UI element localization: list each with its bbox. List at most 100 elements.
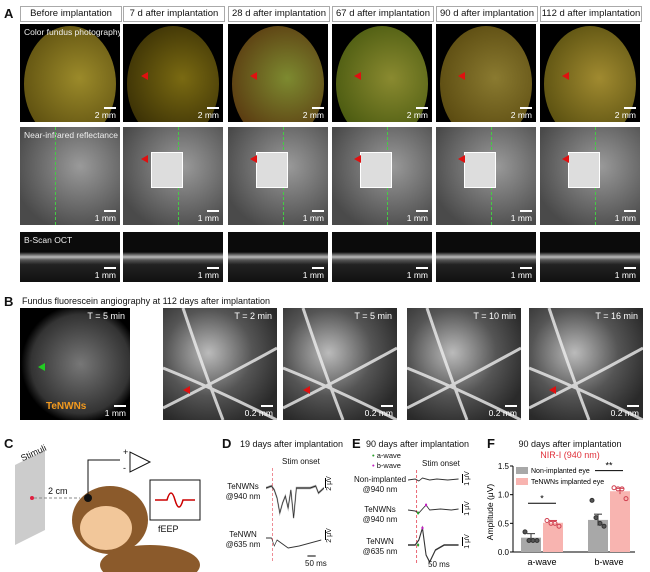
scale-bar: 1 mm bbox=[95, 210, 116, 223]
panel-e-label: E bbox=[352, 436, 361, 451]
scale-bar: 1 mm bbox=[407, 210, 428, 223]
data-point bbox=[615, 486, 621, 492]
ffa-zoom-image: T = 16 min 0.2 mm bbox=[529, 308, 643, 420]
oct-image: 1 mm bbox=[123, 232, 223, 282]
red-arrow-icon bbox=[354, 72, 361, 80]
ffa-zoom-image: T = 2 min 0.2 mm bbox=[163, 308, 277, 420]
plus-label: + bbox=[123, 447, 129, 457]
data-point bbox=[623, 496, 629, 502]
ffa-overview-image: T = 5 min TeNWNs 1 mm bbox=[20, 308, 130, 420]
d-scale-2: 2 μV bbox=[325, 528, 333, 543]
panel-d-label: D bbox=[222, 436, 232, 451]
e-trace-2-label: TeNWNs @940 nm bbox=[362, 505, 398, 524]
panel-c-label: C bbox=[4, 436, 14, 451]
scale-bar: 1 mm bbox=[198, 210, 219, 223]
red-arrow-icon bbox=[303, 386, 310, 394]
scale-bar: 1 mm bbox=[511, 210, 532, 223]
nir-image: 1 mm bbox=[540, 127, 640, 225]
d-trace-1-label: TeNWNs @940 nm bbox=[225, 482, 261, 501]
scale-bar: 1 mm bbox=[511, 267, 532, 280]
e-scale-bar-3 bbox=[462, 537, 463, 546]
legend-label: TeNWNs implanted eye bbox=[531, 479, 604, 486]
scale-bar: 1 mm bbox=[95, 267, 116, 280]
scale-bar: 2 mm bbox=[407, 107, 428, 120]
scale-bar: 1 mm bbox=[615, 210, 636, 223]
data-point bbox=[526, 538, 532, 544]
y-tick-label: 0.0 bbox=[498, 548, 510, 557]
panel-d-traces bbox=[266, 468, 324, 563]
nir-image: 1 mm bbox=[332, 127, 432, 225]
feep-label: fEEP bbox=[158, 524, 179, 534]
panel-a-label: A bbox=[4, 6, 14, 21]
fundus-image: Color fundus photography 2 mm bbox=[20, 24, 120, 122]
stim-onset-label: Stim onset bbox=[282, 457, 320, 466]
bar bbox=[610, 491, 630, 552]
scale-bar: 1 mm bbox=[105, 405, 126, 418]
oct-image: 1 mm bbox=[332, 232, 432, 282]
data-point bbox=[552, 520, 558, 526]
e-trace-1-label: Non-implanted @940 nm bbox=[353, 475, 407, 494]
scale-bar: 0.2 mm bbox=[365, 405, 393, 418]
panel-f-label: F bbox=[487, 436, 495, 451]
d-scale-bar-2 bbox=[325, 530, 326, 540]
scale-bar: 0.2 mm bbox=[611, 405, 639, 418]
legend-swatch bbox=[516, 478, 528, 485]
scale-bar: 2 mm bbox=[511, 107, 532, 120]
data-point bbox=[530, 538, 536, 544]
d-trace-2-label: TeNWN @635 nm bbox=[225, 530, 261, 549]
red-arrow-icon bbox=[141, 72, 148, 80]
bar bbox=[543, 522, 563, 552]
column-header: 28 d after implantation bbox=[228, 6, 330, 22]
d-scale-1: 2 μV bbox=[325, 476, 333, 491]
red-arrow-icon bbox=[458, 155, 465, 163]
scale-bar: 2 mm bbox=[303, 107, 324, 120]
fundus-image: 2 mm bbox=[436, 24, 536, 122]
e-scale-bar-1 bbox=[462, 474, 463, 483]
row-label: Near-infrared reflectance bbox=[24, 130, 119, 140]
d-scale-bar-1 bbox=[325, 478, 326, 488]
data-point bbox=[597, 520, 603, 526]
scale-bar: 1 mm bbox=[407, 267, 428, 280]
red-arrow-icon bbox=[183, 386, 190, 394]
red-arrow-icon bbox=[141, 155, 148, 163]
nir-image: 1 mm bbox=[228, 127, 328, 225]
tenwns-marker-label: TeNWNs bbox=[46, 401, 87, 412]
column-header: 112 d after implantation bbox=[540, 6, 642, 22]
scale-bar: 1 mm bbox=[615, 267, 636, 280]
time-label: T = 16 min bbox=[595, 311, 638, 321]
e-scale-2: 1 μV bbox=[463, 501, 471, 516]
red-arrow-icon bbox=[250, 72, 257, 80]
e-scale-3: 1 μV bbox=[463, 534, 471, 549]
data-point bbox=[619, 486, 625, 492]
data-point bbox=[534, 538, 540, 544]
time-label: T = 2 min bbox=[234, 311, 272, 321]
scale-bar: 0.2 mm bbox=[489, 405, 517, 418]
y-tick-label: 1.0 bbox=[498, 491, 510, 500]
time-label: T = 10 min bbox=[473, 311, 516, 321]
time-label: T = 5 min bbox=[87, 311, 125, 321]
data-point bbox=[589, 497, 595, 503]
ffa-zoom-image: T = 5 min 0.2 mm bbox=[283, 308, 397, 420]
red-arrow-icon bbox=[354, 155, 361, 163]
time-label: T = 5 min bbox=[354, 311, 392, 321]
scale-bar: 0.2 mm bbox=[245, 405, 273, 418]
scale-bar: 1 mm bbox=[303, 267, 324, 280]
fundus-image: 2 mm bbox=[332, 24, 432, 122]
scale-bar: 1 mm bbox=[198, 267, 219, 280]
column-header: 90 d after implantation bbox=[436, 6, 538, 22]
column-header: Before implantation bbox=[20, 6, 122, 22]
data-point bbox=[601, 523, 607, 529]
d-time-scale: 50 ms bbox=[305, 559, 327, 568]
scale-bar: 2 mm bbox=[95, 107, 116, 120]
y-axis-label: Amplitude (μV) bbox=[485, 484, 495, 541]
panel-e-title: 90 days after implantation bbox=[366, 439, 470, 449]
red-arrow-icon bbox=[250, 155, 257, 163]
red-arrow-icon bbox=[562, 155, 569, 163]
red-arrow-icon bbox=[458, 72, 465, 80]
panel-e-legend: • a-wave • b-wave bbox=[372, 451, 401, 470]
legend-swatch bbox=[516, 467, 528, 474]
row-label: B-Scan OCT bbox=[24, 235, 73, 245]
amplitude-bar-chart: 0.0 0.5 1.0 1.5 Amplitude (μV) a-wave * b-wave *… bbox=[485, 461, 635, 567]
panel-d-title: 19 days after implantation bbox=[240, 439, 344, 449]
panel-b-title: Fundus fluorescein angiography at 112 da… bbox=[22, 296, 270, 306]
